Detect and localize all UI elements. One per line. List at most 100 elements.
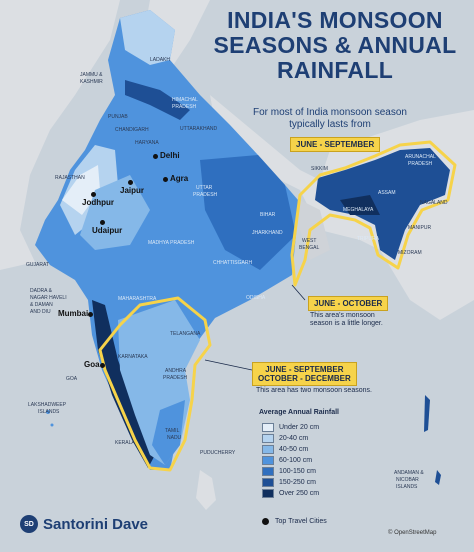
- region-label: TELANGANA: [170, 331, 201, 337]
- city-label-delhi: Delhi: [160, 151, 180, 160]
- region-label: SIKKIM: [311, 166, 328, 172]
- region-label: MAHARASHTRA: [118, 296, 157, 302]
- region-label: PRADESH: [172, 104, 197, 110]
- region-label: RAJASTHAN: [55, 175, 85, 181]
- legend-row: 150-250 cm: [262, 477, 316, 487]
- title-line: RAINFALL: [276, 57, 394, 83]
- legend-swatch: [262, 466, 274, 476]
- region-label: UTTARAKHAND: [180, 126, 218, 132]
- legend-row: Over 250 cm: [262, 488, 319, 498]
- title-line: SEASONS & ANNUAL: [213, 32, 457, 58]
- brand[interactable]: SD Santorini Dave: [20, 515, 148, 533]
- legend-row: 60-100 cm: [262, 455, 312, 465]
- city-marker-agra[interactable]: [163, 177, 168, 182]
- region-label: KARNATAKA: [118, 354, 148, 360]
- region-label: CHANDIGARH: [115, 127, 149, 133]
- region-label: ISLANDS: [38, 409, 60, 415]
- city-label-jodhpur: Jodhpur: [82, 198, 114, 207]
- semi-dry-region: [80, 175, 150, 250]
- south-note: This area has two monsoon seasons.: [256, 387, 372, 394]
- region-label: MIZORAM: [398, 250, 422, 256]
- tamil-nadu-wet: [152, 400, 185, 465]
- region-label: HIMACHAL: [172, 97, 198, 103]
- legend-label: 40-50 cm: [279, 445, 309, 453]
- city-label-jaipur: Jaipur: [120, 186, 145, 195]
- legend-row: 100-150 cm: [262, 466, 316, 476]
- lakshadweep-islands: [46, 410, 50, 414]
- region-label: MANIPUR: [408, 225, 432, 231]
- region-label: UTTAR: [196, 185, 213, 191]
- region-label: ISLANDS: [396, 484, 418, 490]
- south-callout-line: OCTOBER - DECEMBER: [258, 374, 351, 383]
- legend-label: 150-250 cm: [279, 478, 316, 486]
- legend-swatch: [262, 422, 274, 432]
- region-label: ASSAM: [378, 190, 396, 196]
- map-title: INDIA'S MONSOON SEASONS & ANNUAL RAINFAL…: [200, 8, 470, 83]
- region-label: LADAKH: [150, 57, 171, 63]
- neighbour-land: [0, 0, 120, 270]
- region-label: LAKSHADWEEP: [28, 402, 67, 408]
- legend-swatch: [262, 455, 274, 465]
- legend-row: 40-50 cm: [262, 444, 308, 454]
- region-label: CHHATTISGARH: [213, 260, 253, 266]
- brand-logo-icon: SD: [20, 515, 38, 533]
- legend-swatch: [262, 488, 274, 498]
- legend-label: Under 20 cm: [279, 423, 320, 431]
- cities-legend-label: Top Travel Cities: [275, 518, 327, 525]
- city-label-agra: Agra: [170, 174, 189, 183]
- city-marker-goa[interactable]: [100, 363, 105, 368]
- region-label: NADU: [167, 435, 182, 441]
- legend-swatch: [262, 433, 274, 443]
- legend-row: 20-40 cm: [262, 433, 308, 443]
- region-label: PRADESH: [193, 192, 218, 198]
- city-marker-delhi[interactable]: [153, 154, 158, 159]
- region-label: PRADESH: [408, 161, 433, 167]
- region-label: NICOBAR: [396, 477, 419, 483]
- region-label: NAGAR HAVELI: [30, 295, 67, 301]
- city-marker-jodhpur[interactable]: [91, 192, 96, 197]
- ladakh-region: [120, 10, 175, 65]
- region-label: PRADESH: [163, 375, 188, 381]
- legend-swatch: [262, 444, 274, 454]
- region-label: ODISHA: [246, 295, 266, 301]
- region-label: AND DIU: [30, 309, 51, 315]
- legend-row: Under 20 cm: [262, 422, 319, 432]
- callout-leader-line: [291, 284, 306, 301]
- city-label-mumbai: Mumbai: [58, 309, 89, 318]
- region-label: TRIPURA: [357, 236, 379, 242]
- region-label: PUNJAB: [108, 114, 128, 120]
- region-label: NAGALAND: [420, 200, 448, 206]
- region-label: JHARKHAND: [252, 230, 283, 236]
- region-label: ARUNACHAL: [405, 154, 436, 160]
- city-marker-mumbai[interactable]: [88, 312, 93, 317]
- northeast-callout: JUNE - OCTOBER: [308, 296, 389, 311]
- callout-leader-line: [204, 359, 253, 371]
- region-label: JAMMU &: [80, 72, 103, 78]
- city-marker-jaipur[interactable]: [128, 180, 133, 185]
- region-label: GOA: [66, 376, 78, 382]
- region-label: ANDHRA: [165, 368, 187, 374]
- driest-region: [62, 165, 100, 215]
- map-subtitle: For most of India monsoon season typical…: [253, 107, 407, 130]
- region-label: MEGHALAYA: [343, 207, 374, 213]
- south-zone-outline: [98, 296, 212, 472]
- wet-region: [200, 155, 296, 270]
- region-label: WEST: [302, 238, 317, 244]
- region-label: TAMIL: [165, 428, 180, 434]
- northeast-note: This area's monsoon season is a little l…: [310, 312, 383, 327]
- title-line: INDIA'S MONSOON: [227, 7, 443, 33]
- region-label: BENGAL: [299, 245, 320, 251]
- region-label: BIHAR: [260, 212, 276, 218]
- brand-name: Santorini Dave: [43, 515, 149, 533]
- region-label: & DAMAN: [30, 302, 53, 308]
- map-credit[interactable]: © OpenStreetMap: [388, 530, 437, 536]
- region-label: MADHYA PRADESH: [148, 240, 195, 246]
- region-label: KASHMIR: [80, 79, 103, 85]
- city-marker-udaipur[interactable]: [100, 220, 105, 225]
- main-monsoon-callout: JUNE - SEPTEMBER: [290, 137, 381, 152]
- legend-label: 60-100 cm: [279, 456, 313, 464]
- city-label-goa: Goa: [84, 360, 100, 369]
- northeast-zone-outline: [290, 140, 457, 287]
- himalaya-wet: [125, 80, 190, 120]
